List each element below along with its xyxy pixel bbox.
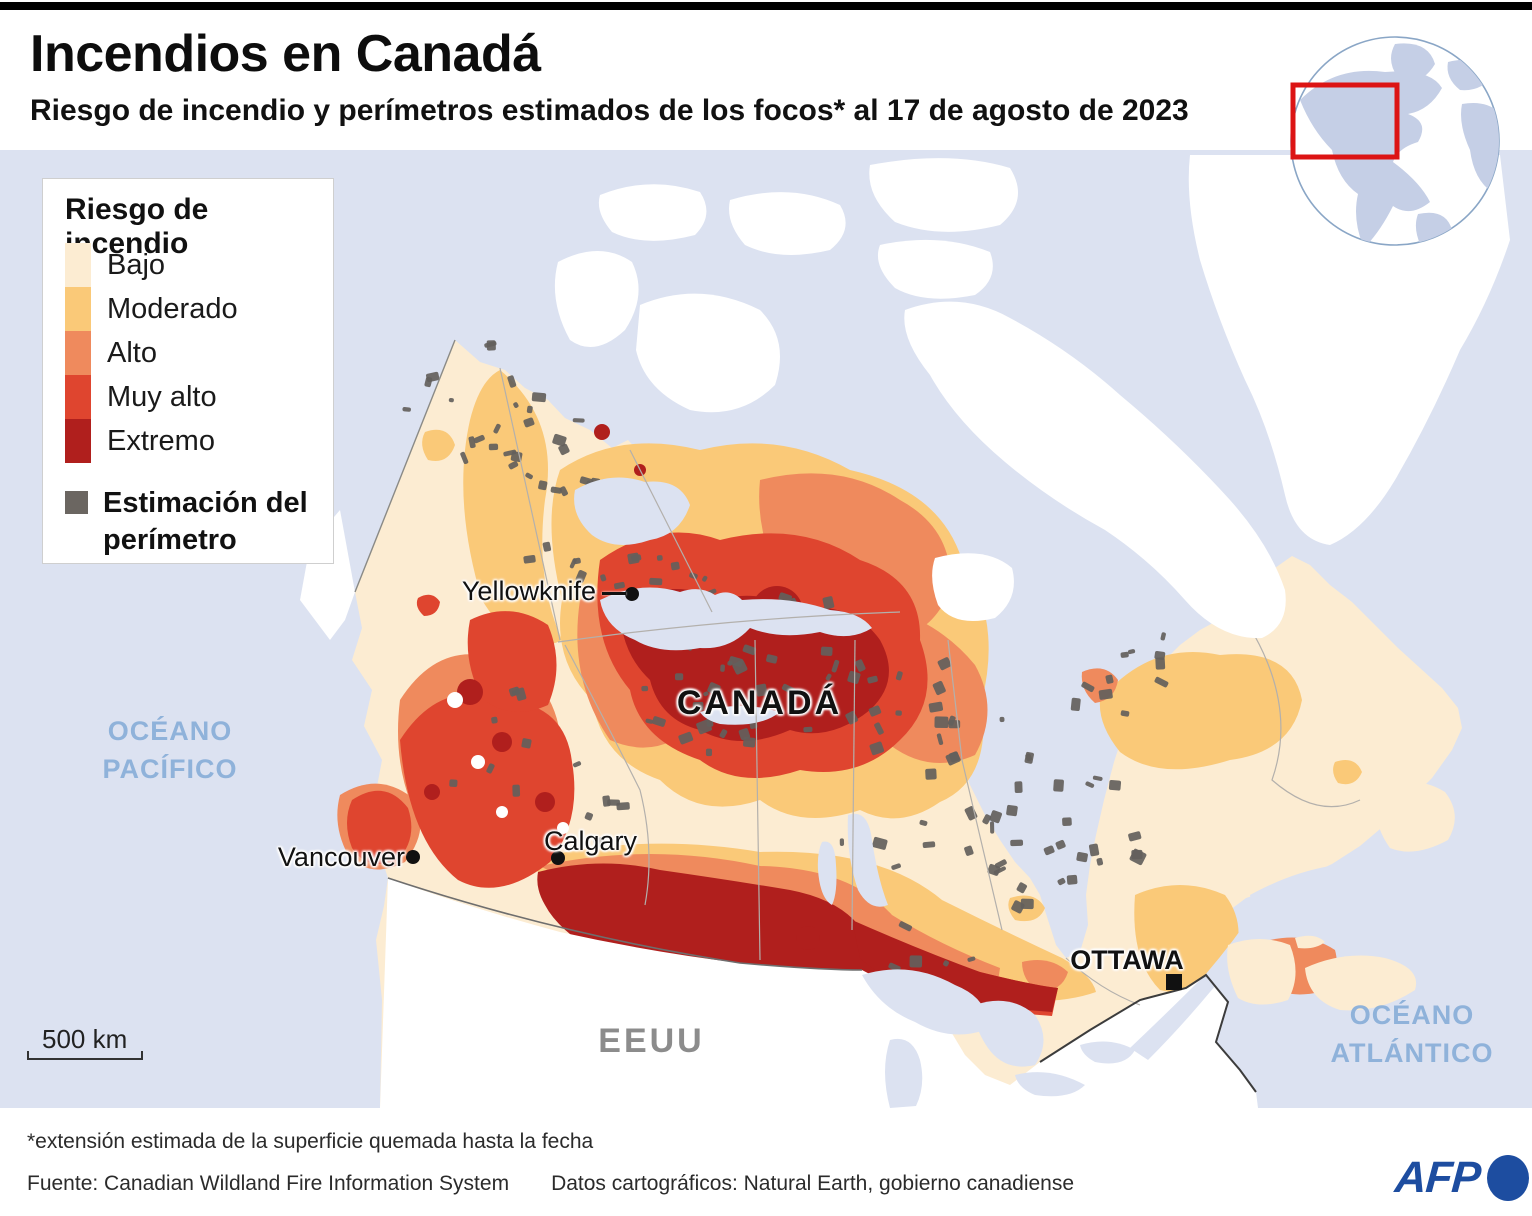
usa-landmass [380,878,1258,1108]
globe-highlight-rect [1290,82,1400,160]
top-bar [0,2,1532,10]
scale-label: 500 km [42,1024,128,1054]
legend-label-extremo: Extremo [107,425,215,457]
globe-graphic [1290,36,1500,246]
city-markers [406,587,1182,990]
scale-bar [27,1051,143,1060]
legend-swatch-muy-alto [65,375,91,419]
legend-color-ramp [65,243,91,463]
afp-logo-text: AFP [1393,1153,1482,1202]
us-label: EEUU [598,1022,705,1060]
legend-labels: Bajo Moderado Alto Muy alto Extremo [107,243,238,463]
cartography-credit: Datos cartográficos: Natural Earth, gobi… [551,1172,1075,1195]
legend-label-bajo: Bajo [107,249,166,281]
page-title: Incendios en Canadá [30,25,541,83]
yellowknife-leader-line [602,592,626,595]
legend-swatch-moderado [65,287,91,331]
legend-label-alto: Alto [107,337,157,369]
map-graphic [0,150,1532,1108]
atlantic-ocean-label: OCÉANO ATLÁNTICO [1330,1000,1494,1068]
legend-swatch-alto [65,331,91,375]
legend-swatch-bajo [65,243,91,287]
source-row: Fuente: Canadian Wildland Fire Informati… [27,1172,1116,1196]
page-subtitle: Riesgo de incendio y perímetros estimado… [30,94,1189,127]
city-label-calgary: Calgary [544,826,638,856]
country-label: CANADÁ [676,684,843,722]
legend: Riesgo de incendio Bajo Moderado Alto Mu… [42,178,334,564]
legend-perimeter-label: Estimación del perímetro [103,487,308,556]
legend-label-moderado: Moderado [107,293,238,325]
afp-logo-circle [1487,1155,1529,1201]
city-label-yellowknife: Yellowknife [461,576,596,606]
pacific-ocean-label: OCÉANO PACÍFICO [102,716,238,784]
province-borders [499,367,1361,1006]
calgary-marker [551,851,565,865]
vancouver-marker [406,850,420,864]
source-text: Fuente: Canadian Wildland Fire Informati… [27,1172,510,1195]
arctic-islands [554,155,1510,639]
legend-perimeter-swatch [65,491,88,514]
yellowknife-marker [625,587,639,601]
legend-label-muy-alto: Muy alto [107,381,217,413]
map-dots [447,692,569,834]
legend-swatch-extremo [65,419,91,463]
us-border [354,339,1257,1093]
maritimes [1227,781,1455,1011]
city-label-vancouver: Vancouver [277,842,405,872]
canada-map: Yellowknife Vancouver Calgary OTTAWA CAN… [0,150,1532,1108]
footnote: *extensión estimada de la superficie que… [27,1130,594,1153]
city-label-ottawa: OTTAWA [1070,945,1184,975]
lakes [574,477,1417,1108]
afp-logo: AFP [1393,1152,1532,1204]
ottawa-marker [1166,974,1182,990]
globe-inset [1280,30,1512,256]
